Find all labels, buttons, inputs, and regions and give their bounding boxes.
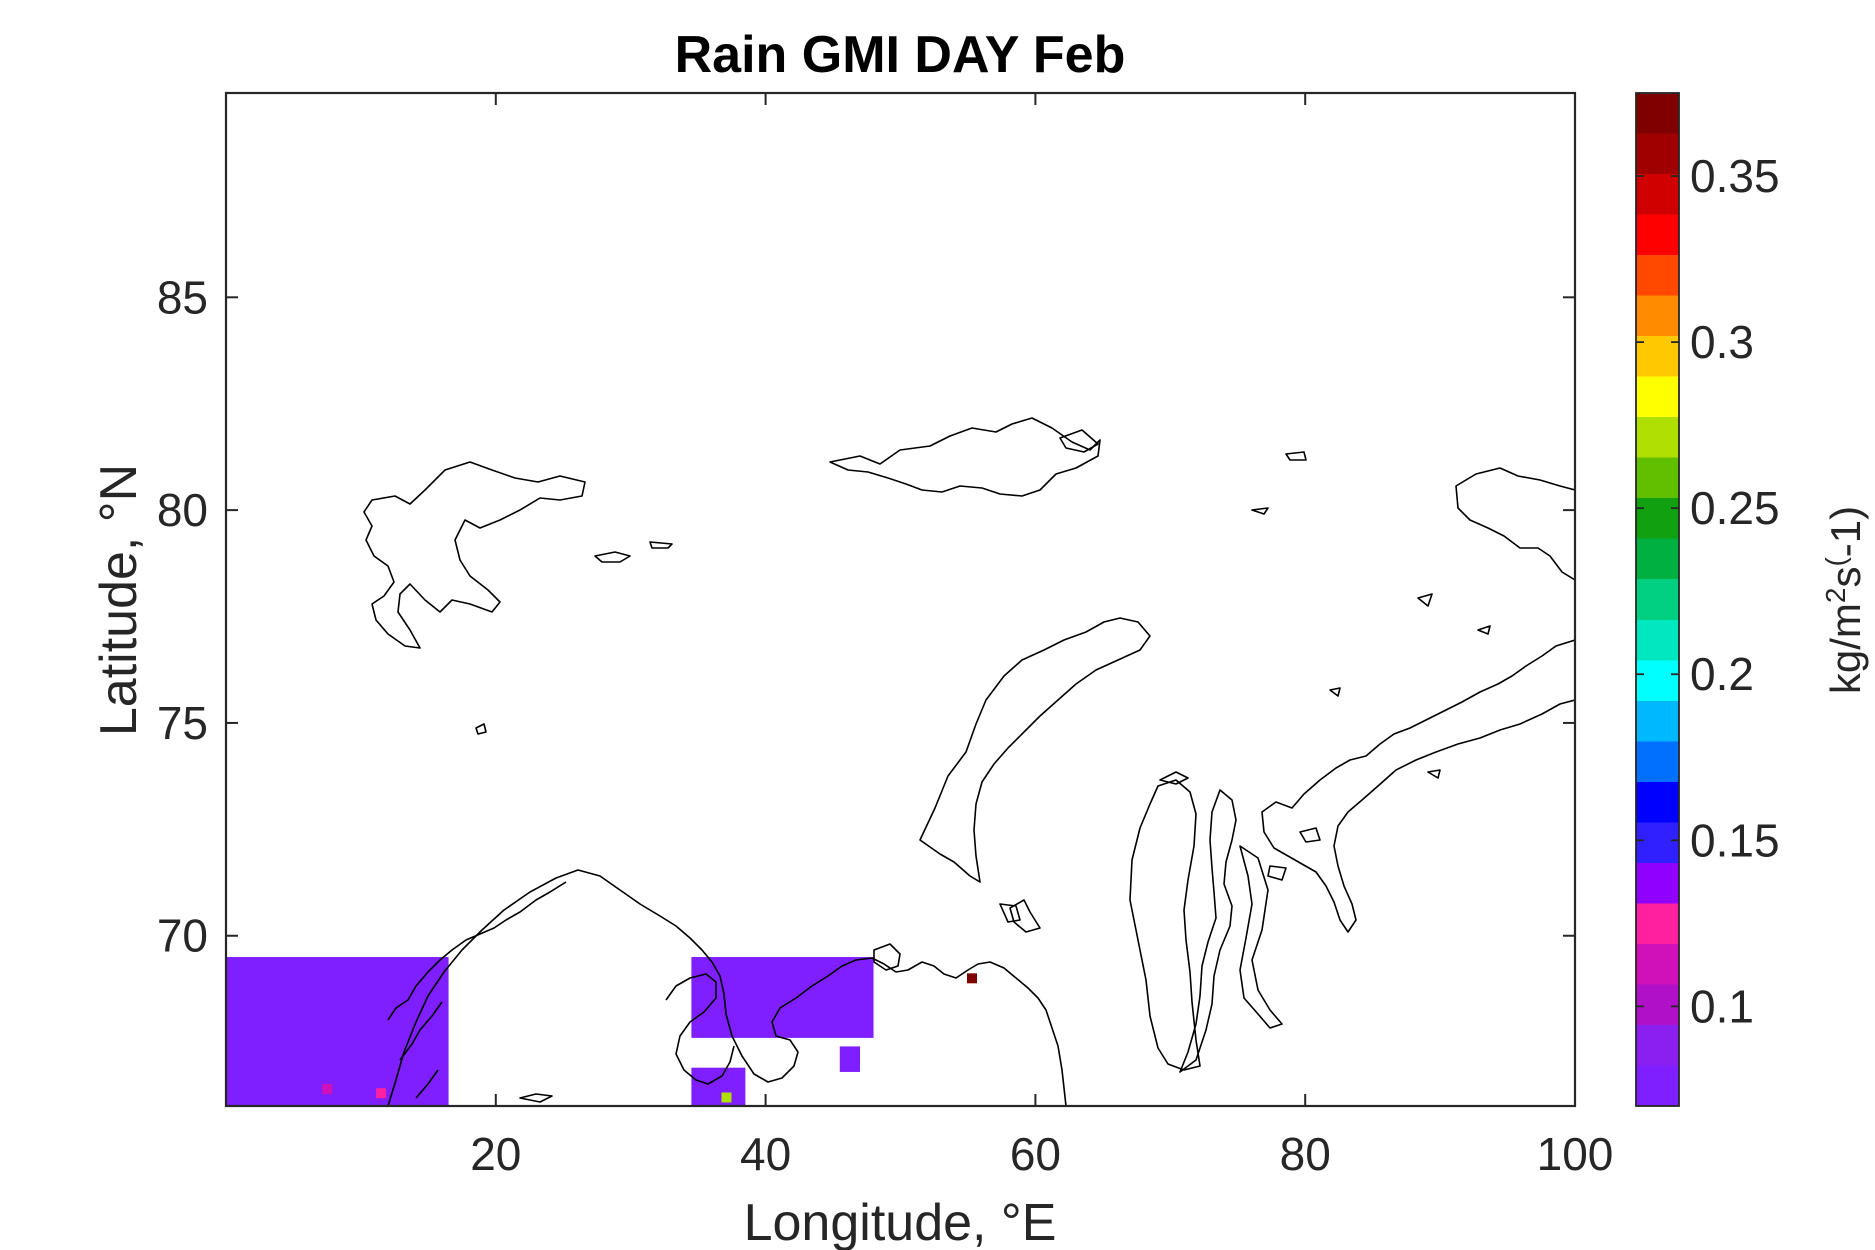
coastline-white-sea-kola	[387, 869, 1067, 1106]
x-tick-label: 100	[1537, 1128, 1614, 1180]
coastline-severnaya-zemlya	[1455, 467, 1575, 581]
coastline-kong-karl	[594, 541, 673, 563]
coastline-kola-inner	[665, 973, 735, 1085]
rain-point-1	[966, 973, 977, 984]
x-axis-label: Longitude, °E	[744, 1194, 1057, 1250]
coastline-bear-island	[475, 723, 487, 735]
y-tick-label: 85	[157, 271, 208, 323]
colorbar-tick-label: 0.1	[1690, 980, 1754, 1032]
y-tick-label: 75	[157, 697, 208, 749]
colorbar-label: kg/m2s(-1)	[1820, 506, 1870, 694]
plot-frame	[224, 91, 1577, 1108]
coastline-svalbard	[363, 461, 586, 649]
y-axis-label: Latitude, °N	[90, 464, 148, 736]
x-ticks: 20 40 60 80 100	[470, 93, 1613, 1180]
colorbar-tick-label: 0.3	[1690, 316, 1754, 368]
chart-title: Rain GMI DAY Feb	[675, 26, 1126, 84]
colorbar-tick-label: 0.15	[1690, 814, 1780, 866]
rain-point-4	[322, 1083, 333, 1094]
rain-region-3	[691, 1067, 746, 1106]
coastline-franz-josef-east	[1059, 429, 1307, 461]
colorbar	[1635, 92, 1680, 1107]
colorbar-tick-label: 0.2	[1690, 648, 1754, 700]
plot-background	[226, 93, 1575, 1106]
rain-region-2	[691, 957, 874, 1038]
rain-point-2	[721, 1092, 732, 1103]
x-tick-label: 80	[1280, 1128, 1331, 1180]
coastline-misc-islands	[519, 507, 1433, 1103]
coastline-norway-islands	[387, 881, 567, 1099]
colorbar-ticks: 0.1 0.15 0.2 0.25 0.3 0.35	[1636, 150, 1780, 1032]
coastline-taymyr-islands	[1267, 625, 1491, 881]
coastline-layer	[363, 417, 1575, 1106]
x-tick-label: 40	[740, 1128, 791, 1180]
y-ticks: 70 75 80 85	[157, 271, 1575, 962]
coastline-gydan	[1179, 789, 1283, 1073]
coastline-vaygach	[1009, 899, 1041, 933]
coastline-novaya-zemlya	[919, 617, 1151, 883]
x-tick-label: 60	[1010, 1128, 1061, 1180]
rain-region-1	[226, 957, 449, 1106]
coastline-franz-josef-land	[829, 417, 1101, 497]
x-tick-label: 20	[470, 1128, 521, 1180]
coastline-taymyr	[1261, 639, 1575, 933]
coastline-yamal	[1129, 771, 1201, 1071]
colorbar-tick-label: 0.35	[1690, 150, 1780, 202]
rain-region-4	[839, 1046, 861, 1072]
y-tick-label: 80	[157, 484, 208, 536]
coastline-kolguev	[873, 903, 1021, 971]
rain-point-3	[376, 1088, 387, 1099]
y-tick-label: 70	[157, 910, 208, 962]
colorbar-tick-label: 0.25	[1690, 482, 1780, 534]
